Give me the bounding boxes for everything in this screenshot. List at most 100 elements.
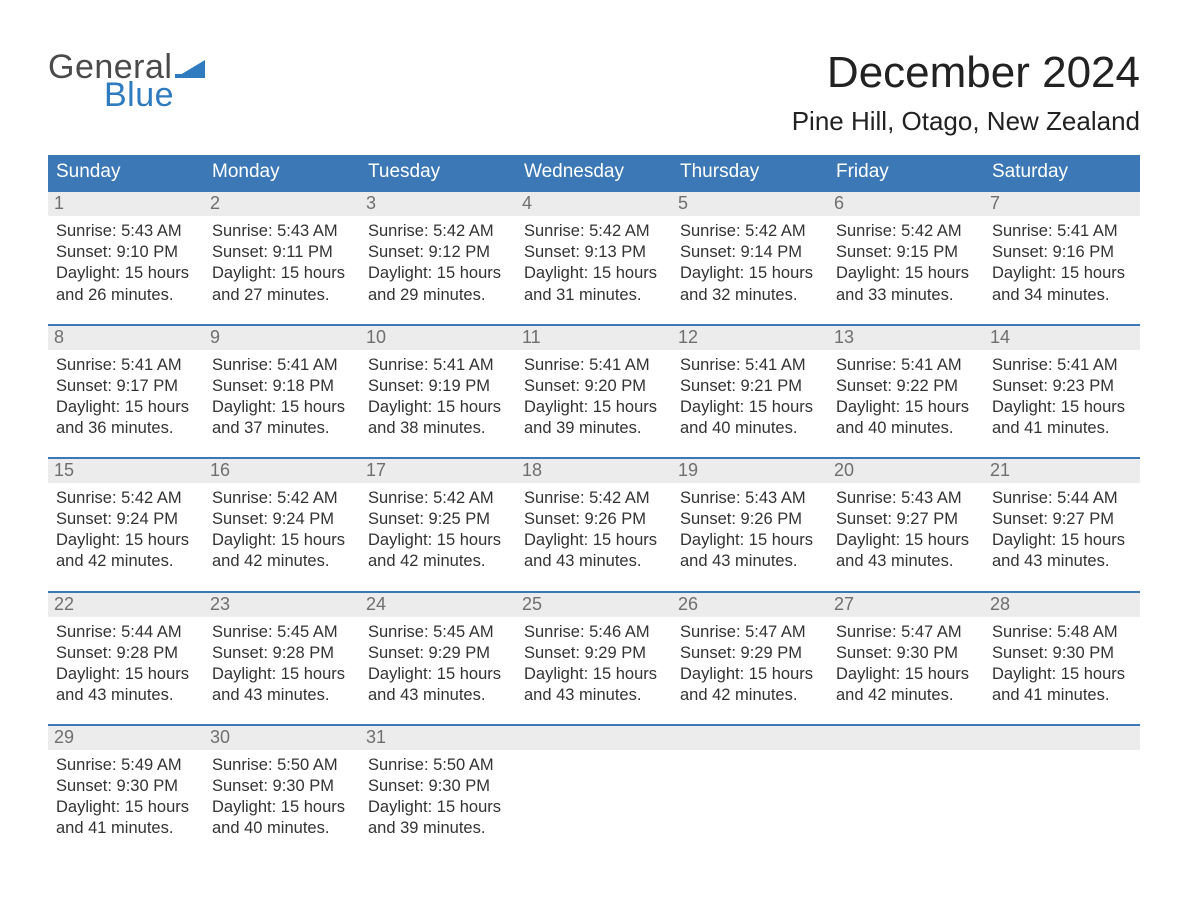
day-info-line: and 36 minutes. <box>56 418 196 439</box>
date-number: 21 <box>984 459 1140 483</box>
dow-friday: Friday <box>828 155 984 190</box>
day-info-line: Sunrise: 5:46 AM <box>524 622 664 643</box>
day-info-line: Sunset: 9:26 PM <box>524 509 664 530</box>
day-info-line: Sunrise: 5:41 AM <box>836 355 976 376</box>
day-info-line: Sunrise: 5:43 AM <box>212 221 352 242</box>
day-info-line: Sunset: 9:27 PM <box>992 509 1132 530</box>
day-info-line: Sunrise: 5:41 AM <box>992 355 1132 376</box>
day-info-line: and 42 minutes. <box>368 551 508 572</box>
day-cell <box>672 750 828 843</box>
flag-icon <box>175 56 205 78</box>
date-number: 1 <box>48 192 204 216</box>
day-cell: Sunrise: 5:50 AMSunset: 9:30 PMDaylight:… <box>204 750 360 843</box>
date-number: 14 <box>984 326 1140 350</box>
date-number: 23 <box>204 593 360 617</box>
day-cell: Sunrise: 5:45 AMSunset: 9:29 PMDaylight:… <box>360 617 516 710</box>
date-number: 4 <box>516 192 672 216</box>
day-info-line: Sunrise: 5:41 AM <box>368 355 508 376</box>
day-info-line: and 39 minutes. <box>368 818 508 839</box>
date-number: 30 <box>204 726 360 750</box>
day-cell: Sunrise: 5:43 AMSunset: 9:26 PMDaylight:… <box>672 483 828 576</box>
day-info-line: and 43 minutes. <box>992 551 1132 572</box>
day-info-line: Daylight: 15 hours <box>992 664 1132 685</box>
title-block: December 2024 Pine Hill, Otago, New Zeal… <box>792 50 1140 137</box>
week-body-row: Sunrise: 5:44 AMSunset: 9:28 PMDaylight:… <box>48 617 1140 710</box>
day-cell: Sunrise: 5:42 AMSunset: 9:12 PMDaylight:… <box>360 216 516 309</box>
date-number: 17 <box>360 459 516 483</box>
day-info-line: Sunset: 9:23 PM <box>992 376 1132 397</box>
day-info-line: and 43 minutes. <box>368 685 508 706</box>
date-number: 20 <box>828 459 984 483</box>
day-info-line: Daylight: 15 hours <box>212 530 352 551</box>
day-cell: Sunrise: 5:41 AMSunset: 9:18 PMDaylight:… <box>204 350 360 443</box>
day-info-line: Sunset: 9:24 PM <box>56 509 196 530</box>
day-info-line: Daylight: 15 hours <box>680 263 820 284</box>
date-number: 18 <box>516 459 672 483</box>
date-number <box>828 726 984 750</box>
day-info-line: Daylight: 15 hours <box>524 664 664 685</box>
day-info-line: Sunset: 9:12 PM <box>368 242 508 263</box>
day-info-line: Daylight: 15 hours <box>368 397 508 418</box>
date-number: 15 <box>48 459 204 483</box>
date-number <box>984 726 1140 750</box>
day-info-line: Sunset: 9:28 PM <box>56 643 196 664</box>
day-info-line: Sunrise: 5:47 AM <box>836 622 976 643</box>
day-info-line: Daylight: 15 hours <box>56 797 196 818</box>
day-info-line: Sunset: 9:27 PM <box>836 509 976 530</box>
day-cell: Sunrise: 5:45 AMSunset: 9:28 PMDaylight:… <box>204 617 360 710</box>
week-body-row: Sunrise: 5:42 AM Sunset: 9:24 PM Daylight:… <box>48 483 1140 576</box>
day-cell: Sunrise: 5:50 AMSunset: 9:30 PMDaylight:… <box>360 750 516 843</box>
day-info-line: Sunset: 9:30 PM <box>992 643 1132 664</box>
day-info-line: Sunrise: 5:42 AM <box>368 221 508 242</box>
day-info-line: Daylight: 15 hours <box>836 664 976 685</box>
day-cell: Sunrise: 5:43 AMSunset: 9:27 PMDaylight:… <box>828 483 984 576</box>
day-cell: Sunrise: 5:41 AMSunset: 9:23 PMDaylight:… <box>984 350 1140 443</box>
date-number: 19 <box>672 459 828 483</box>
day-info-line: Sunset: 9:30 PM <box>368 776 508 797</box>
day-info-line: and 27 minutes. <box>212 285 352 306</box>
day-info-line: Sunrise: 5:45 AM <box>212 622 352 643</box>
day-info-line: Sunset: 9:29 PM <box>524 643 664 664</box>
week-body-row: Sunrise: 5:41 AMSunset: 9:17 PMDaylight:… <box>48 350 1140 443</box>
day-cell: Sunrise: 5:49 AMSunset: 9:30 PMDaylight:… <box>48 750 204 843</box>
date-number: 7 <box>984 192 1140 216</box>
calendar-week: 1234567Sunrise: 5:43 AMSunset: 9:10 PMDa… <box>48 190 1140 309</box>
page: General Blue December 2024 Pine Hill, Ot… <box>0 0 1188 883</box>
day-info-line: Daylight: 15 hours <box>212 797 352 818</box>
day-info-line: and 29 minutes. <box>368 285 508 306</box>
day-info-line: Sunrise: 5:42 AM <box>524 488 664 509</box>
day-cell: Sunrise: 5:41 AMSunset: 9:20 PMDaylight:… <box>516 350 672 443</box>
day-info-line: Sunset: 9:18 PM <box>212 376 352 397</box>
day-info-line: Sunset: 9:29 PM <box>368 643 508 664</box>
date-number: 11 <box>516 326 672 350</box>
calendar-week: 15161718192021Sunrise: 5:42 AMSunset: 9:… <box>48 457 1140 576</box>
day-info-line: and 37 minutes. <box>212 418 352 439</box>
date-number: 31 <box>360 726 516 750</box>
date-row: 891011121314 <box>48 324 1140 350</box>
day-info-line: Sunset: 9:22 PM <box>836 376 976 397</box>
day-info-line: Sunrise: 5:48 AM <box>992 622 1132 643</box>
day-info-line: Sunrise: 5:50 AM <box>212 755 352 776</box>
day-info-line: Sunset: 9:28 PM <box>212 643 352 664</box>
date-row: 1234567 <box>48 190 1140 216</box>
date-number: 12 <box>672 326 828 350</box>
date-number: 29 <box>48 726 204 750</box>
day-info-line: and 43 minutes. <box>524 685 664 706</box>
day-info-line: and 40 minutes. <box>680 418 820 439</box>
date-number: 27 <box>828 593 984 617</box>
date-number: 10 <box>360 326 516 350</box>
day-info-line: Daylight: 15 hours <box>836 530 976 551</box>
day-info-line: and 41 minutes. <box>992 685 1132 706</box>
date-number: 2 <box>204 192 360 216</box>
day-info-line: Sunrise: 5:41 AM <box>992 221 1132 242</box>
month-title: December 2024 <box>792 50 1140 96</box>
dow-saturday: Saturday <box>984 155 1140 190</box>
calendar-week: 293031 Sunrise: 5:49 AMSunset: 9:30 PMDay… <box>48 724 1140 843</box>
day-info-line: Sunset: 9:30 PM <box>836 643 976 664</box>
day-info-line: and 31 minutes. <box>524 285 664 306</box>
day-info-line: Sunrise: 5:47 AM <box>680 622 820 643</box>
day-info-line: Daylight: 15 hours <box>680 664 820 685</box>
day-info-line: Daylight: 15 hours <box>524 530 664 551</box>
day-cell: Sunrise: 5:41 AMSunset: 9:22 PMDaylight:… <box>828 350 984 443</box>
calendar-week: 22232425262728Sunrise: 5:44 AMSunset: 9:… <box>48 591 1140 710</box>
